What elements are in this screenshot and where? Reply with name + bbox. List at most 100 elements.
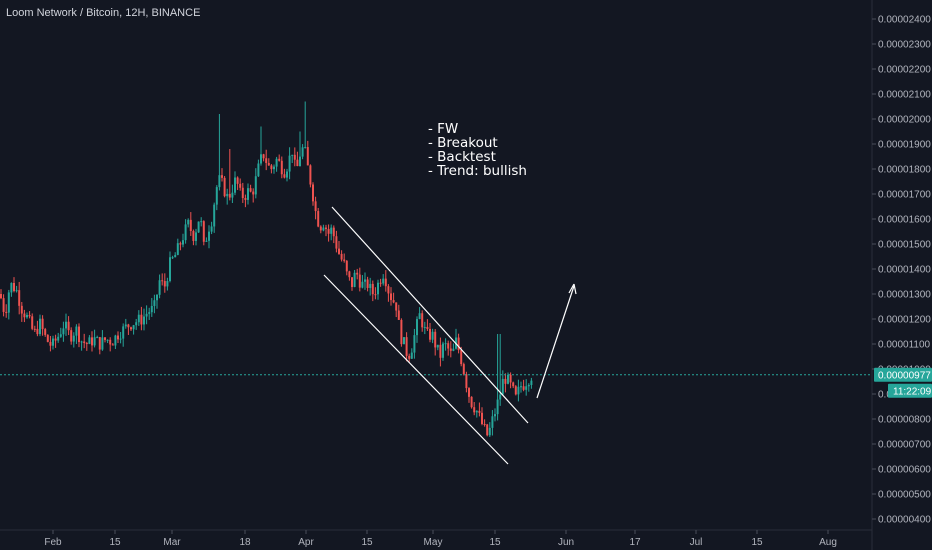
candle-down [36,328,39,335]
candle-down [241,187,244,199]
candle-up [132,325,135,330]
candle-up [275,158,278,167]
candle-down [2,298,5,312]
candle-down [270,165,273,170]
candle-down [293,154,296,160]
candle-down [98,337,101,350]
candle-up [39,318,41,335]
candle-down [280,160,283,175]
candle-up [496,399,499,415]
current-price-tag: 0.00000977 [874,367,932,382]
candle-down [104,337,106,340]
candle-up [260,154,262,164]
candle-down [478,410,481,413]
candle-down [457,337,460,351]
trend-arrow-head [568,283,577,295]
candle-up [286,171,288,178]
candle-up [119,338,122,340]
candle-down [426,326,429,329]
candle-down [127,324,130,328]
candle-down [163,281,166,287]
candle-down [470,396,473,408]
candle-up [143,316,145,325]
candle-up [88,337,91,344]
candle-up [158,280,161,295]
candle-down [384,278,387,287]
candle-up [145,313,148,317]
channel-lower-line[interactable] [323,274,509,465]
candle-up [184,224,187,241]
candles-group [0,101,533,437]
candle-down [460,350,463,365]
candle-up [135,322,138,326]
candle-up [122,326,125,339]
countdown-label: 11:22:09 [893,386,932,397]
channel-upper-line[interactable] [331,206,529,424]
candle-up [254,176,257,195]
candle-up [62,328,65,335]
candle-up [382,278,385,284]
y-tick-label: 0.00001900 [878,140,931,151]
y-tick-label: 0.00002000 [878,115,931,126]
candle-down [49,341,52,346]
y-tick-label: 0.00002200 [878,65,931,76]
candle-down [78,326,80,343]
candle-down [462,364,465,375]
candle-up [171,257,174,259]
candle-up [488,427,491,436]
annotation-line: - Trend: bullish [428,163,527,179]
candle-down [239,183,242,188]
x-tick-label: Mar [163,537,181,548]
y-tick-label: 0.00001300 [878,290,931,301]
candle-down [319,226,322,231]
candle-down [117,335,119,340]
candle-down [228,193,231,198]
candle-down [5,311,8,313]
candle-up [208,231,210,241]
candle-down [486,424,489,436]
candle-down [312,184,314,202]
candle-up [93,337,96,346]
candle-down [348,271,351,278]
candle-up [299,156,301,167]
candle-up [234,177,236,193]
candle-up [517,386,520,395]
candle-down [111,344,114,346]
x-tick-label: Apr [298,537,314,548]
candle-up [210,226,213,232]
candle-up [200,221,203,223]
candle-down [314,201,317,212]
annotation-line: - Breakout [428,135,498,151]
candle-down [327,228,330,234]
candle-down [421,313,424,328]
candle-down [449,348,452,351]
candle-down [509,374,512,383]
candle-up [174,254,177,258]
y-tick-label: 0.00001400 [878,265,931,276]
y-tick-label: 0.00001200 [878,315,931,326]
candle-up [101,337,104,350]
candle-up [530,380,533,385]
candle-down [91,337,93,346]
candle-down [473,407,476,413]
candle-down [483,423,486,425]
candle-up [431,331,434,340]
candle-down [236,177,239,184]
time-axis: Feb 15 Mar 18 Apr 15 May 15 Jun 17 Jul 15 Aug [44,530,837,548]
candle-down [46,334,49,342]
candle-down [44,329,47,335]
candle-down [343,259,346,261]
candle-up [291,154,294,156]
candle-down [283,174,286,178]
candle-up [377,282,379,295]
candle-up [57,336,60,341]
candle-down [85,343,88,345]
candle-up [215,187,218,205]
candle-up [361,281,364,288]
trend-arrow-line[interactable] [536,285,575,399]
candle-up [169,257,171,281]
annotation-note[interactable]: - FW - Breakout - Backtest - Trend: bull… [428,121,527,179]
candle-down [13,283,15,291]
